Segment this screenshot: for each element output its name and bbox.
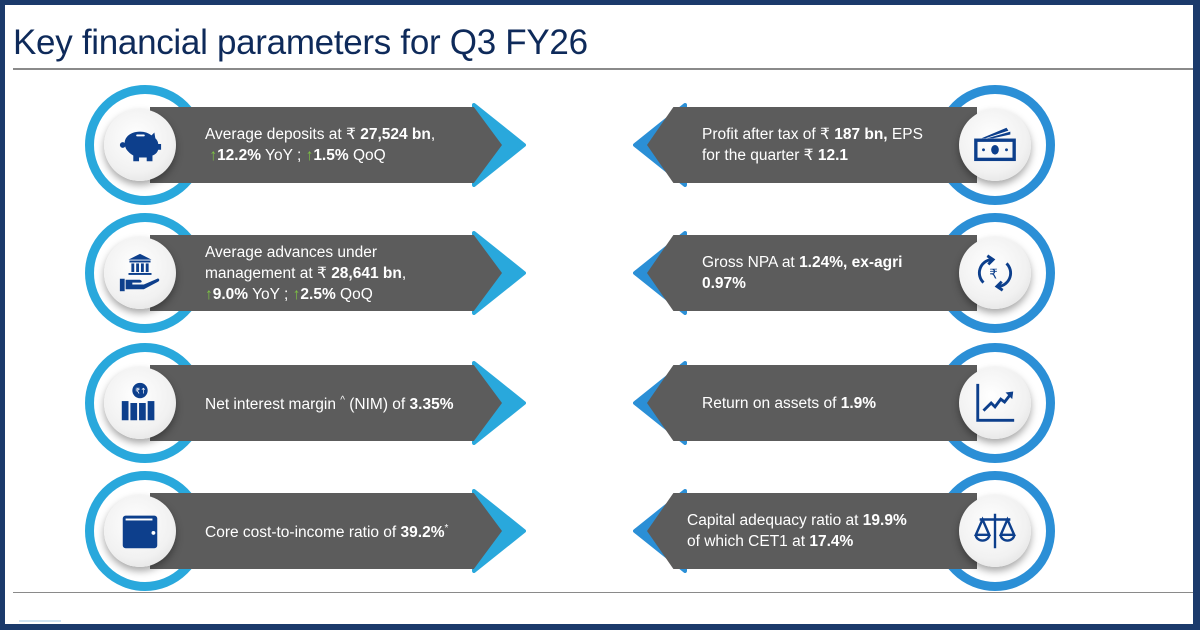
metric-text: Core cost-to-income ratio of 39.2%*: [150, 493, 502, 569]
up-arrow-icon: ↑: [209, 147, 218, 164]
piggy-bank-icon: [104, 109, 176, 181]
svg-text:₹: ₹: [989, 268, 998, 283]
card-net-interest-margin: Net interest margin ^ (NIM) of 3.35% ₹↑: [80, 343, 526, 463]
card-capital-adequacy: Capital adequacy ratio at 19.9% of which…: [625, 471, 1065, 591]
metric-text: Average advances under management at ₹ 2…: [150, 235, 502, 311]
rupee-cycle-icon: ₹: [959, 237, 1031, 309]
card-cost-to-income: Core cost-to-income ratio of 39.2%*: [80, 471, 526, 591]
card-average-advances: Average advances under management at ₹ 2…: [80, 213, 526, 333]
metric-text: Average deposits at ₹ 27,524 bn, ↑12.2% …: [150, 107, 502, 183]
footer-mark: [19, 620, 61, 622]
up-arrow-icon: ↑: [305, 147, 314, 164]
up-arrow-icon: ↑: [292, 285, 301, 303]
page-title: Key financial parameters for Q3 FY26: [13, 23, 588, 62]
wallet-icon: [104, 495, 176, 567]
card-average-deposits: Average deposits at ₹ 27,524 bn, ↑12.2% …: [80, 85, 526, 205]
footer-divider: [13, 592, 1193, 593]
up-arrow-icon: ↑: [205, 285, 213, 303]
card-gross-npa: Gross NPA at 1.24%, ex-agri 0.97% ₹: [625, 213, 1065, 333]
interest-bars-icon: ₹↑: [104, 367, 176, 439]
card-profit-after-tax: Profit after tax of ₹ 187 bn, EPS for th…: [625, 85, 1065, 205]
metric-text: Capital adequacy ratio at 19.9% of which…: [647, 493, 977, 569]
slide: Key financial parameters for Q3 FY26 Ave…: [5, 5, 1193, 624]
title-divider: [13, 68, 1193, 70]
bank-in-hand-icon: [104, 237, 176, 309]
metric-text: Profit after tax of ₹ 187 bn, EPS for th…: [647, 107, 977, 183]
balance-scale-icon: [959, 495, 1031, 567]
metric-text: Return on assets of 1.9%: [647, 365, 977, 441]
svg-text:₹↑: ₹↑: [135, 386, 146, 395]
metric-text: Net interest margin ^ (NIM) of 3.35%: [150, 365, 502, 441]
metric-text: Gross NPA at 1.24%, ex-agri 0.97%: [647, 235, 977, 311]
growth-chart-icon: [959, 367, 1031, 439]
card-return-on-assets: Return on assets of 1.9%: [625, 343, 1065, 463]
cash-notes-icon: [959, 109, 1031, 181]
